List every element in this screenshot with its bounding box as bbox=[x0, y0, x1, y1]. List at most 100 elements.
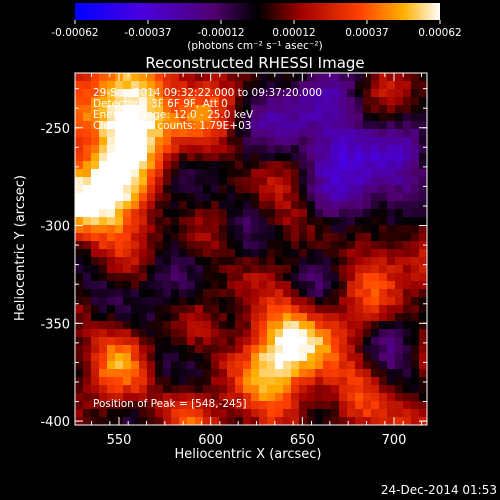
image-pixel bbox=[251, 201, 260, 210]
image-pixel bbox=[291, 73, 300, 82]
image-pixel bbox=[355, 121, 364, 130]
image-pixel bbox=[163, 169, 172, 178]
image-pixel bbox=[227, 321, 236, 330]
image-pixel bbox=[179, 217, 188, 226]
image-pixel bbox=[123, 393, 132, 402]
image-pixel bbox=[387, 329, 396, 338]
image-pixel bbox=[211, 121, 220, 130]
image-pixel bbox=[339, 305, 348, 314]
image-pixel bbox=[283, 361, 292, 370]
image-pixel bbox=[203, 201, 212, 210]
image-pixel bbox=[251, 177, 260, 186]
image-pixel bbox=[299, 97, 308, 106]
image-pixel bbox=[355, 169, 364, 178]
image-pixel bbox=[267, 345, 276, 354]
image-pixel bbox=[291, 369, 300, 378]
image-pixel bbox=[403, 241, 412, 250]
image-pixel bbox=[83, 353, 92, 362]
image-pixel bbox=[235, 73, 244, 82]
image-pixel bbox=[187, 361, 196, 370]
image-pixel bbox=[251, 137, 260, 146]
image-pixel bbox=[403, 81, 412, 90]
image-pixel bbox=[379, 201, 388, 210]
image-pixel bbox=[235, 177, 244, 186]
image-pixel bbox=[235, 145, 244, 154]
image-pixel bbox=[227, 289, 236, 298]
image-pixel bbox=[203, 297, 212, 306]
image-pixel bbox=[283, 249, 292, 258]
image-pixel bbox=[315, 81, 324, 90]
image-pixel bbox=[203, 225, 212, 234]
image-pixel bbox=[115, 137, 124, 146]
image-pixel bbox=[123, 89, 132, 98]
image-pixel bbox=[403, 113, 412, 122]
image-pixel bbox=[227, 265, 236, 274]
image-pixel bbox=[275, 177, 284, 186]
image-pixel bbox=[267, 257, 276, 266]
image-pixel bbox=[267, 353, 276, 362]
image-pixel bbox=[83, 409, 92, 418]
image-pixel bbox=[139, 201, 148, 210]
image-pixel bbox=[403, 145, 412, 154]
image-pixel bbox=[251, 377, 260, 386]
image-pixel bbox=[211, 249, 220, 258]
image-pixel bbox=[83, 281, 92, 290]
image-pixel bbox=[419, 121, 427, 130]
image-pixel bbox=[379, 97, 388, 106]
image-pixel bbox=[123, 281, 132, 290]
image-pixel bbox=[379, 225, 388, 234]
image-pixel bbox=[315, 361, 324, 370]
image-pixel bbox=[307, 273, 316, 282]
image-pixel bbox=[299, 361, 308, 370]
image-pixel bbox=[155, 377, 164, 386]
image-pixel bbox=[91, 385, 100, 394]
image-pixel bbox=[147, 385, 156, 394]
image-pixel bbox=[91, 249, 100, 258]
image-pixel bbox=[187, 377, 196, 386]
image-pixel bbox=[243, 401, 252, 410]
image-pixel bbox=[275, 305, 284, 314]
image-pixel bbox=[355, 73, 364, 82]
image-pixel bbox=[75, 273, 84, 282]
image-pixel bbox=[363, 361, 372, 370]
image-pixel bbox=[419, 153, 427, 162]
image-pixel bbox=[291, 241, 300, 250]
image-pixel bbox=[139, 185, 148, 194]
image-pixel bbox=[219, 81, 228, 90]
image-pixel bbox=[387, 201, 396, 210]
image-pixel bbox=[179, 169, 188, 178]
image-pixel bbox=[307, 337, 316, 346]
image-pixel bbox=[203, 257, 212, 266]
image-pixel bbox=[419, 297, 427, 306]
image-pixel bbox=[179, 81, 188, 90]
image-pixel bbox=[371, 321, 380, 330]
image-pixel bbox=[227, 193, 236, 202]
image-pixel bbox=[171, 121, 180, 130]
image-pixel bbox=[107, 337, 116, 346]
image-pixel bbox=[107, 129, 116, 138]
y-tick-label: -250 bbox=[40, 122, 70, 137]
image-pixel bbox=[187, 209, 196, 218]
image-pixel bbox=[355, 361, 364, 370]
image-pixel bbox=[203, 233, 212, 242]
image-pixel bbox=[371, 129, 380, 138]
image-pixel bbox=[299, 73, 308, 82]
image-pixel bbox=[243, 121, 252, 130]
image-pixel bbox=[395, 313, 404, 322]
image-pixel bbox=[115, 97, 124, 106]
image-pixel bbox=[91, 361, 100, 370]
image-pixel bbox=[243, 385, 252, 394]
image-pixel bbox=[355, 97, 364, 106]
image-pixel bbox=[267, 369, 276, 378]
image-pixel bbox=[155, 393, 164, 402]
image-pixel bbox=[75, 401, 84, 410]
image-pixel bbox=[355, 241, 364, 250]
image-pixel bbox=[339, 289, 348, 298]
image-pixel bbox=[387, 97, 396, 106]
annotation-total-counts: Clean. Total counts: 1.79E+03 bbox=[93, 120, 251, 132]
image-pixel bbox=[307, 329, 316, 338]
image-pixel bbox=[187, 153, 196, 162]
image-pixel bbox=[179, 233, 188, 242]
image-pixel bbox=[355, 113, 364, 122]
image-pixel bbox=[371, 209, 380, 218]
